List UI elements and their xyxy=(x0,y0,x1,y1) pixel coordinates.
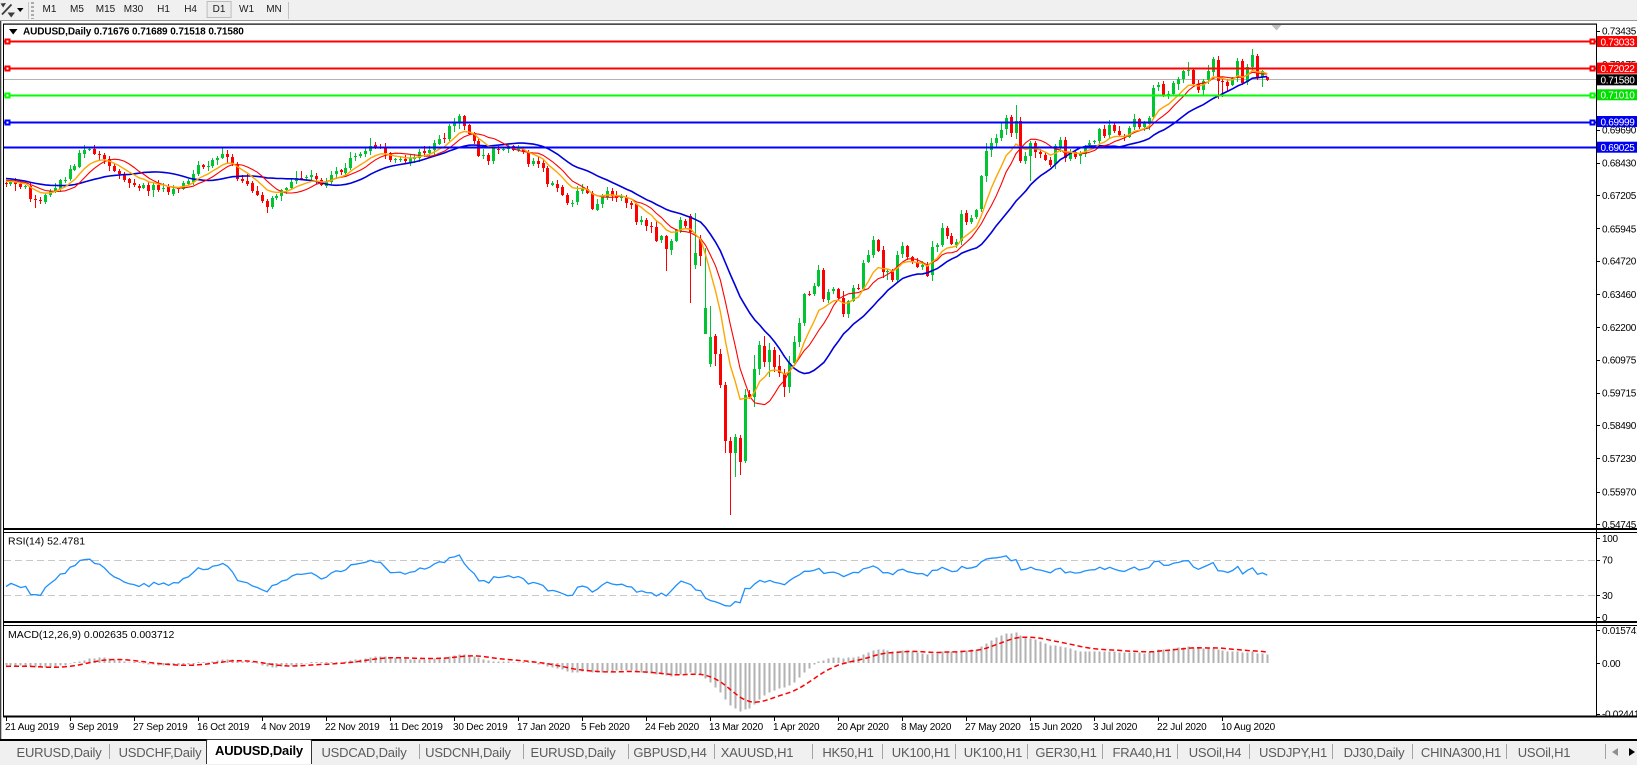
svg-text:4 Nov 2019: 4 Nov 2019 xyxy=(261,722,311,733)
svg-text:0.64720: 0.64720 xyxy=(1602,257,1637,268)
svg-text:0.57230: 0.57230 xyxy=(1602,454,1637,465)
svg-text:0.65945: 0.65945 xyxy=(1602,224,1637,235)
svg-text:20 Apr 2020: 20 Apr 2020 xyxy=(837,722,889,733)
svg-text:AUDUSD,Daily 0.71676 0.71689: AUDUSD,Daily 0.71676 0.71689 0.71518 0.7… xyxy=(23,27,244,38)
svg-text:27 May 2020: 27 May 2020 xyxy=(965,722,1021,733)
svg-text:27 Sep 2019: 27 Sep 2019 xyxy=(133,722,188,733)
svg-text:0.58490: 0.58490 xyxy=(1602,421,1637,432)
svg-text:21 Aug 2019: 21 Aug 2019 xyxy=(5,722,60,733)
svg-text:100: 100 xyxy=(1602,534,1619,545)
svg-text:MACD(12,26,9) 0.002635 0.00371: MACD(12,26,9) 0.002635 0.003712 xyxy=(8,629,175,641)
svg-text:0.71580: 0.71580 xyxy=(1601,76,1636,87)
svg-text:3 Jul 2020: 3 Jul 2020 xyxy=(1093,722,1138,733)
svg-text:17 Jan 2020: 17 Jan 2020 xyxy=(517,722,570,733)
svg-text:5 Feb 2020: 5 Feb 2020 xyxy=(581,722,630,733)
svg-text:22 Jul 2020: 22 Jul 2020 xyxy=(1157,722,1207,733)
svg-text:24 Feb 2020: 24 Feb 2020 xyxy=(645,722,700,733)
svg-text:0.68430: 0.68430 xyxy=(1602,159,1637,170)
svg-text:15 Jun 2020: 15 Jun 2020 xyxy=(1029,722,1082,733)
svg-text:70: 70 xyxy=(1602,556,1613,567)
svg-text:RSI(14) 52.4781: RSI(14) 52.4781 xyxy=(8,536,85,548)
svg-text:0.67205: 0.67205 xyxy=(1602,191,1637,202)
svg-text:30 Dec 2019: 30 Dec 2019 xyxy=(453,722,508,733)
svg-text:11 Dec 2019: 11 Dec 2019 xyxy=(389,722,443,733)
svg-text:0.69690: 0.69690 xyxy=(1602,126,1637,137)
svg-text:0.55970: 0.55970 xyxy=(1602,488,1637,499)
svg-text:0.59715: 0.59715 xyxy=(1602,389,1637,400)
svg-text:0.73435: 0.73435 xyxy=(1602,27,1637,38)
svg-text:10 Aug 2020: 10 Aug 2020 xyxy=(1221,722,1276,733)
svg-text:0.69999: 0.69999 xyxy=(1601,117,1636,128)
svg-text:0.69025: 0.69025 xyxy=(1601,143,1636,154)
svg-text:0.54745: 0.54745 xyxy=(1602,520,1637,531)
svg-text:8 May 2020: 8 May 2020 xyxy=(901,722,952,733)
svg-text:30: 30 xyxy=(1602,591,1613,602)
svg-text:-0.024413: -0.024413 xyxy=(1602,709,1637,720)
svg-text:9 Sep 2019: 9 Sep 2019 xyxy=(69,722,119,733)
svg-text:0.73033: 0.73033 xyxy=(1601,37,1636,48)
svg-text:16 Oct 2019: 16 Oct 2019 xyxy=(197,722,250,733)
svg-text:0.015741: 0.015741 xyxy=(1602,626,1637,637)
svg-text:0.63460: 0.63460 xyxy=(1602,290,1637,301)
svg-text:0.62200: 0.62200 xyxy=(1602,323,1637,334)
svg-text:0.72022: 0.72022 xyxy=(1601,64,1636,75)
svg-text:0.71010: 0.71010 xyxy=(1601,91,1636,102)
svg-text:22 Nov 2019: 22 Nov 2019 xyxy=(325,722,380,733)
svg-text:0: 0 xyxy=(1602,613,1608,624)
svg-text:0.60975: 0.60975 xyxy=(1602,355,1637,366)
svg-text:0.00: 0.00 xyxy=(1602,659,1621,670)
svg-text:1 Apr 2020: 1 Apr 2020 xyxy=(773,722,820,733)
svg-text:13 Mar 2020: 13 Mar 2020 xyxy=(709,722,764,733)
